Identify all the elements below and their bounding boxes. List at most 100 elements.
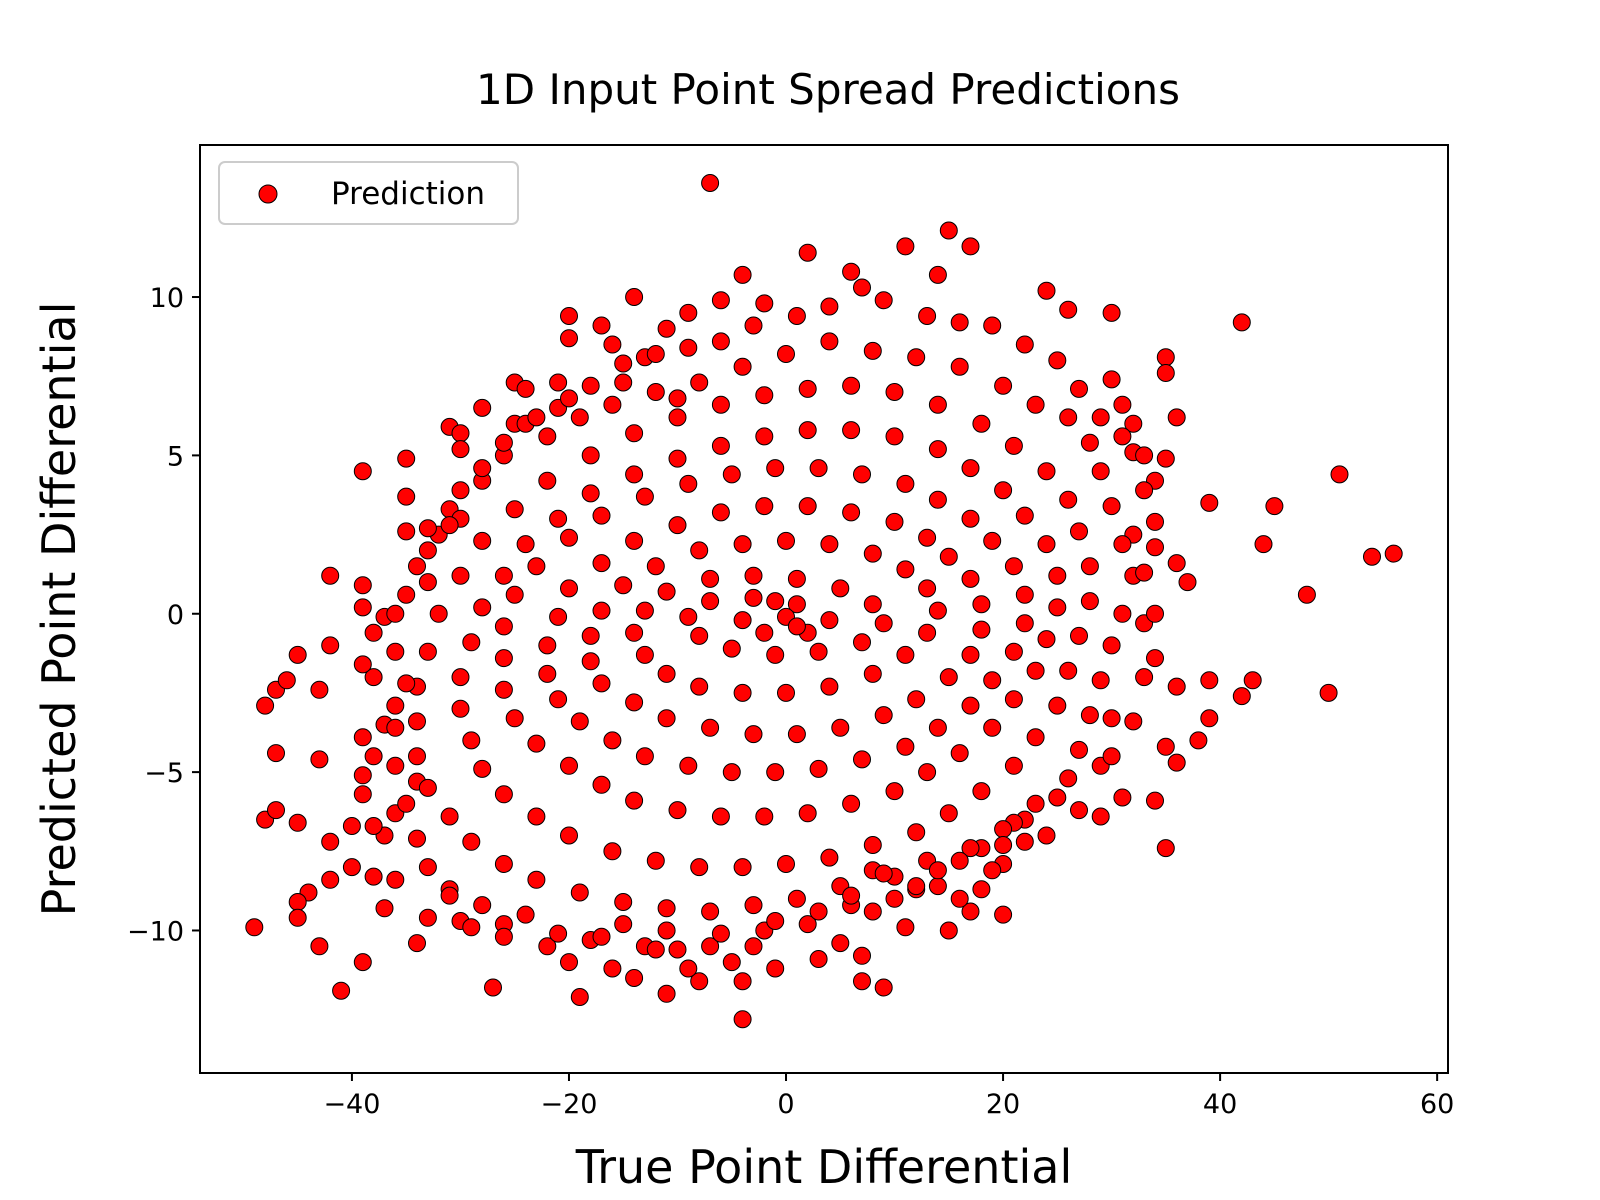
data-point: [560, 579, 578, 598]
data-point: [1146, 538, 1164, 557]
data-point: [1135, 668, 1154, 687]
data-point: [1037, 462, 1056, 481]
y-tick-label: 5: [167, 441, 184, 472]
data-point: [494, 680, 513, 699]
data-point: [1102, 636, 1121, 655]
data-point: [863, 664, 882, 683]
legend-box: [218, 161, 519, 225]
data-point: [1146, 604, 1164, 623]
data-point: [1037, 826, 1056, 845]
data-point: [711, 436, 730, 455]
data-point: [451, 481, 470, 500]
data-point: [1004, 557, 1023, 576]
y-tick-label: 0: [167, 600, 184, 631]
data-point: [364, 817, 383, 835]
data-point: [353, 598, 372, 617]
data-point: [787, 569, 806, 588]
data-point: [321, 870, 340, 889]
data-point: [592, 506, 611, 525]
data-point: [777, 345, 795, 363]
data-point: [657, 921, 676, 940]
data-point: [928, 395, 947, 414]
data-point: [646, 345, 665, 363]
data-point: [646, 851, 665, 870]
data-point: [1004, 690, 1023, 709]
data-point: [1167, 753, 1186, 772]
data-point: [679, 338, 698, 357]
data-point: [516, 535, 535, 554]
data-point: [744, 588, 763, 607]
data-point: [766, 959, 785, 978]
data-point: [581, 484, 600, 503]
data-point: [635, 747, 654, 766]
data-point: [820, 611, 839, 630]
data-point: [722, 465, 741, 484]
data-point: [321, 566, 340, 585]
data-point: [668, 408, 687, 427]
data-point: [560, 953, 578, 972]
data-point: [397, 522, 416, 541]
data-point: [538, 427, 557, 446]
data-point: [451, 424, 470, 443]
data-point: [1026, 395, 1045, 414]
data-point: [668, 516, 687, 535]
data-point: [885, 512, 904, 531]
data-point: [549, 607, 568, 626]
data-point: [1232, 687, 1251, 706]
data-point: [625, 623, 644, 642]
data-point: [950, 744, 969, 763]
data-point: [1113, 604, 1132, 623]
data-point: [961, 839, 980, 858]
data-point: [733, 858, 752, 877]
data-point: [939, 921, 958, 940]
data-point: [777, 531, 795, 550]
data-point: [961, 645, 980, 664]
data-point: [701, 592, 720, 611]
data-point: [570, 988, 589, 1006]
data-point: [679, 474, 698, 493]
data-point: [983, 861, 1002, 880]
data-point: [397, 487, 416, 506]
data-point: [863, 595, 882, 614]
data-point: [353, 655, 372, 674]
data-point: [1048, 598, 1067, 617]
data-point: [342, 858, 361, 877]
data-point: [473, 759, 492, 778]
data-point: [332, 981, 351, 1000]
data-point: [581, 626, 600, 645]
data-point: [701, 902, 720, 921]
data-point: [798, 421, 817, 440]
data-point: [896, 560, 915, 579]
data-point: [408, 747, 426, 766]
data-point: [288, 893, 307, 911]
data-point: [386, 696, 405, 715]
data-point: [353, 576, 372, 595]
data-point: [972, 782, 991, 801]
data-point: [928, 490, 947, 509]
data-point: [625, 531, 644, 550]
data-point: [408, 829, 426, 848]
data-point: [570, 408, 589, 427]
data-point: [560, 307, 578, 325]
data-point: [994, 836, 1013, 854]
data-point: [885, 889, 904, 908]
data-point: [353, 728, 372, 747]
data-point: [1070, 740, 1088, 759]
data-point: [256, 696, 275, 715]
data-point: [766, 459, 785, 478]
data-point: [614, 354, 633, 373]
data-point: [353, 785, 372, 804]
data-point: [277, 671, 296, 690]
data-point: [646, 557, 665, 576]
data-point: [1135, 481, 1154, 500]
data-point: [983, 718, 1002, 737]
data-point: [1070, 626, 1088, 645]
data-point: [787, 307, 806, 325]
data-point: [570, 712, 589, 731]
data-point: [494, 785, 513, 804]
data-point: [853, 750, 871, 769]
data-point: [1200, 493, 1219, 512]
data-point: [733, 611, 752, 630]
data-point: [787, 595, 806, 614]
